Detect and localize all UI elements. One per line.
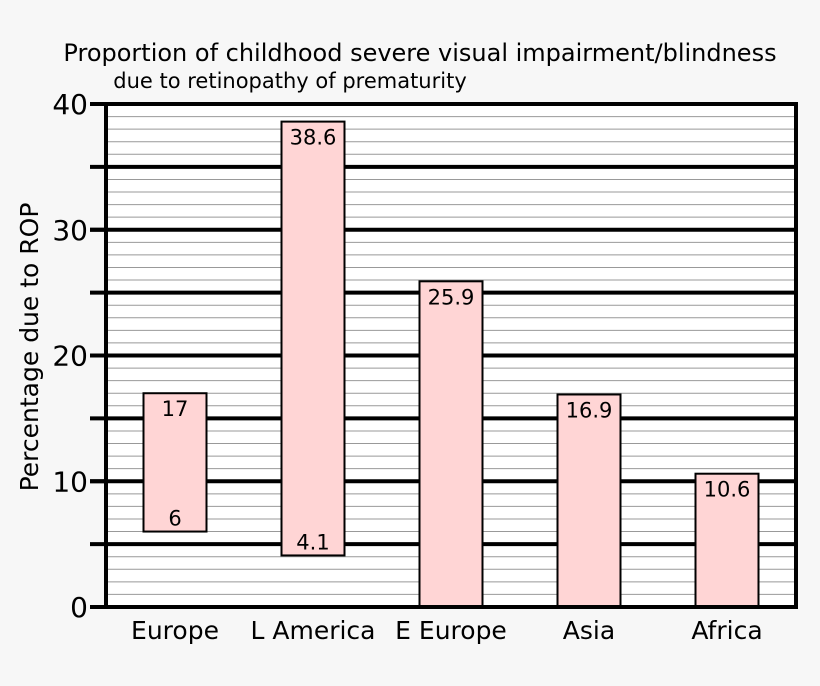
bar — [556, 393, 622, 609]
bar-value-label: 16.9 — [566, 398, 613, 422]
bar-value-label: 25.9 — [428, 285, 475, 309]
y-axis-label: Percentage due to ROP — [15, 203, 44, 492]
y-tick-label: 20 — [52, 340, 88, 373]
bar — [418, 280, 484, 608]
y-tick-label: 0 — [70, 591, 88, 624]
y-tick-label: 40 — [52, 88, 88, 121]
bar-low-label: 4.1 — [296, 530, 329, 554]
bar-value-label: 17 — [162, 397, 189, 421]
x-tick-label: Europe — [131, 616, 219, 645]
bar-low-label: 6 — [168, 507, 181, 531]
x-tick-label: Africa — [691, 616, 762, 645]
chart-title: Proportion of childhood severe visual im… — [63, 39, 776, 67]
y-tick-label: 30 — [52, 214, 88, 247]
bar — [142, 392, 208, 533]
x-tick-label: Asia — [563, 616, 615, 645]
chart-subtitle: due to retinopathy of prematurity — [113, 69, 467, 93]
x-tick-label: L America — [251, 616, 376, 645]
bar — [280, 120, 346, 557]
bar-value-label: 10.6 — [704, 478, 751, 502]
bar-value-label: 38.6 — [290, 126, 337, 150]
y-tick-label: 10 — [52, 465, 88, 498]
plot-area: 17 6 Europe 38.6 4.1 L America 25.9 E Europe 16.… — [52, 88, 798, 645]
x-tick-label: E Europe — [395, 616, 507, 645]
